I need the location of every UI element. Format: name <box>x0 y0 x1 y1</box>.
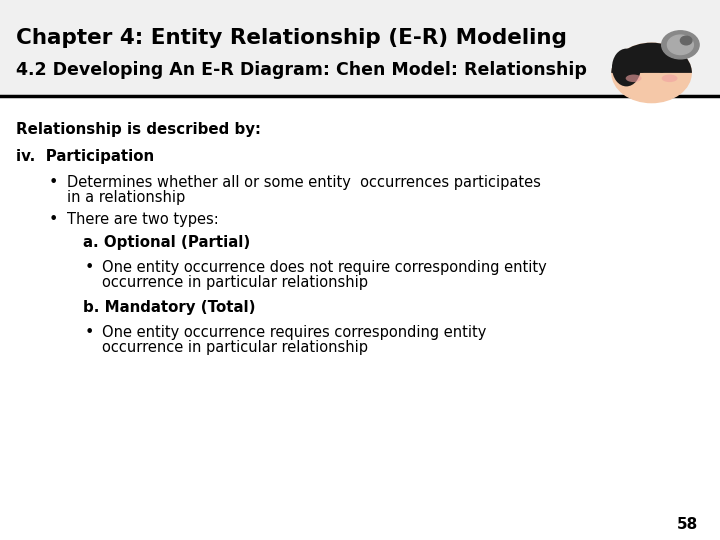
Circle shape <box>657 65 666 72</box>
Text: •: • <box>49 175 58 190</box>
Circle shape <box>612 43 691 103</box>
Wedge shape <box>611 43 692 73</box>
FancyBboxPatch shape <box>0 0 720 96</box>
Text: Relationship is described by:: Relationship is described by: <box>16 122 261 137</box>
Circle shape <box>637 65 646 72</box>
Text: •: • <box>85 260 94 275</box>
Text: •: • <box>85 325 94 340</box>
Text: b. Mandatory (Total): b. Mandatory (Total) <box>83 300 256 315</box>
Text: occurrence in particular relationship: occurrence in particular relationship <box>102 275 368 290</box>
Text: 4.2 Developing An E-R Diagram: Chen Model: Relationship: 4.2 Developing An E-R Diagram: Chen Mode… <box>16 61 587 79</box>
Ellipse shape <box>662 75 678 82</box>
Text: in a relationship: in a relationship <box>67 190 185 205</box>
Text: There are two types:: There are two types: <box>67 212 219 227</box>
Circle shape <box>667 35 693 55</box>
Ellipse shape <box>626 75 642 82</box>
Text: One entity occurrence requires corresponding entity: One entity occurrence requires correspon… <box>102 325 487 340</box>
Text: Chapter 4: Entity Relationship (E-R) Modeling: Chapter 4: Entity Relationship (E-R) Mod… <box>16 28 567 48</box>
Text: •: • <box>49 212 58 227</box>
Text: 58: 58 <box>677 517 698 532</box>
Text: iv.  Participation: iv. Participation <box>16 149 154 164</box>
Text: One entity occurrence does not require corresponding entity: One entity occurrence does not require c… <box>102 260 547 275</box>
Circle shape <box>680 36 692 45</box>
Text: a. Optional (Partial): a. Optional (Partial) <box>83 235 250 251</box>
Circle shape <box>662 31 699 59</box>
Text: occurrence in particular relationship: occurrence in particular relationship <box>102 340 368 355</box>
Text: Determines whether all or some entity  occurrences participates: Determines whether all or some entity oc… <box>67 175 541 190</box>
Ellipse shape <box>612 49 641 86</box>
